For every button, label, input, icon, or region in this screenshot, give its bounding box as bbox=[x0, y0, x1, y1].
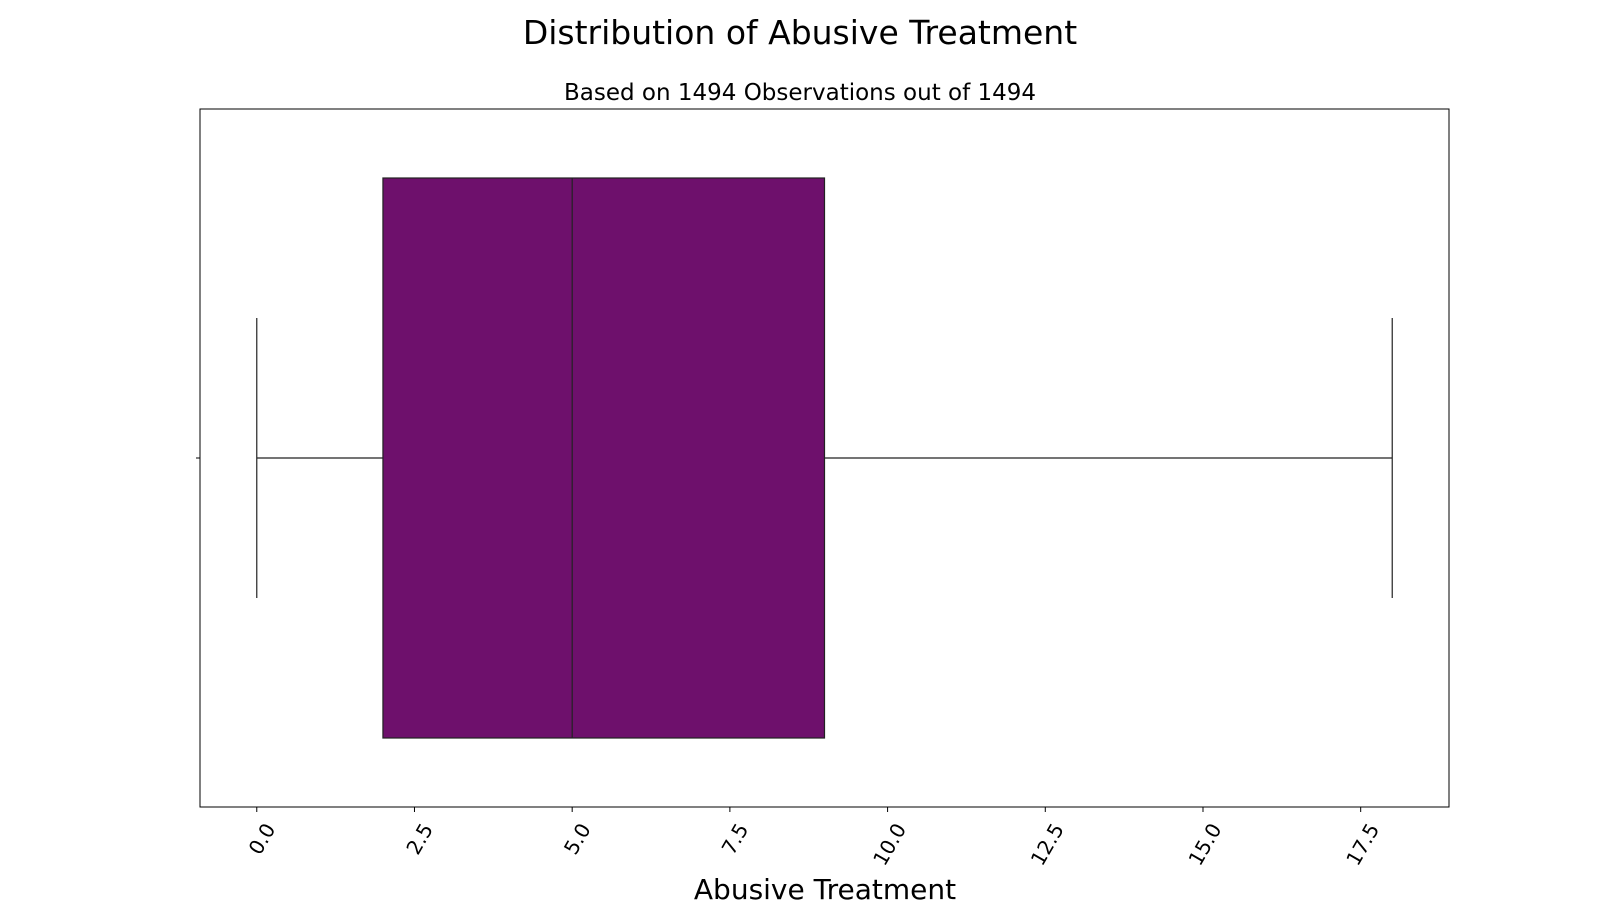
x-tick-label: 12.5 bbox=[1026, 819, 1069, 870]
chart-subtitle: Based on 1494 Observations out of 1494 bbox=[564, 80, 1036, 106]
x-tick-label: 7.5 bbox=[717, 819, 754, 859]
x-tick-label: 15.0 bbox=[1183, 819, 1226, 870]
x-tick-label: 2.5 bbox=[401, 819, 438, 859]
x-tick-label: 5.0 bbox=[559, 819, 596, 859]
interquartile-box bbox=[382, 177, 826, 739]
x-axis-ticks: 0.0 2.5 5.0 7.5 10.0 12.5 15.0 17.5 bbox=[244, 807, 1384, 870]
x-axis-label: Abusive Treatment bbox=[694, 873, 956, 900]
chart-title: Distribution of Abusive Treatment bbox=[523, 13, 1077, 52]
x-tick-label: 10.0 bbox=[868, 819, 911, 870]
x-tick-label: 0.0 bbox=[244, 819, 281, 859]
x-tick-label: 17.5 bbox=[1341, 819, 1384, 870]
box-plot-group bbox=[256, 177, 1393, 739]
